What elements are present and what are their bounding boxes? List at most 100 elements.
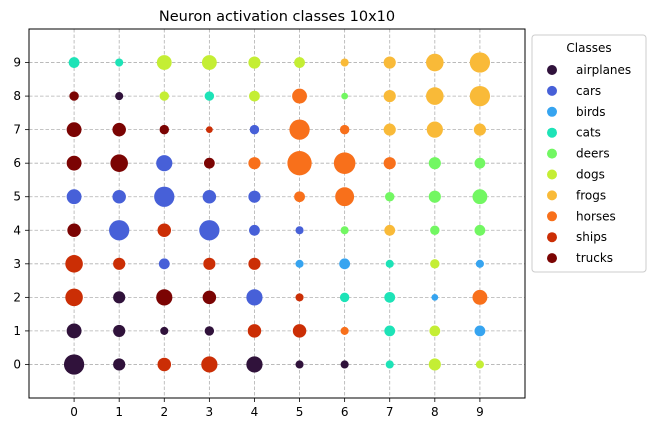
data-point-airplanes <box>66 323 82 339</box>
y-tick-label: 4 <box>13 223 21 237</box>
data-point-trucks <box>66 122 82 138</box>
data-point-horses <box>333 152 356 174</box>
legend: Classes airplanes cars birds cats deers dogs fr… <box>531 34 647 273</box>
data-point-cars <box>112 189 126 204</box>
data-point-dogs <box>428 358 441 371</box>
data-point-deers <box>474 157 486 169</box>
data-point-trucks <box>156 289 173 306</box>
data-point-dogs <box>475 360 484 369</box>
data-point-deers <box>385 192 395 202</box>
data-point-birds <box>431 293 439 301</box>
data-point-cars <box>158 258 170 270</box>
y-tick-label: 0 <box>13 357 21 371</box>
data-point-airplanes <box>160 326 169 335</box>
data-point-cars <box>154 186 175 207</box>
data-point-frogs <box>426 87 444 105</box>
data-point-cars <box>109 220 130 241</box>
data-point-trucks <box>202 290 217 305</box>
y-tick-label: 6 <box>13 156 21 170</box>
chart-title: Neuron activation classes 10x10 <box>159 9 395 25</box>
data-point-ships <box>205 126 213 134</box>
data-point-cats <box>204 91 215 101</box>
y-tick-label: 9 <box>13 56 21 70</box>
grid-lines <box>29 29 525 398</box>
data-point-horses <box>339 124 350 135</box>
data-point-cars <box>156 155 173 172</box>
data-point-ships <box>201 356 218 373</box>
data-point-birds <box>295 259 304 268</box>
legend-label-birds: birds <box>576 105 606 119</box>
x-tick-label: 0 <box>70 405 78 419</box>
data-point-trucks <box>69 91 79 101</box>
data-point-airplanes <box>113 324 126 337</box>
data-point-horses <box>383 157 396 170</box>
data-point-horses <box>248 157 261 170</box>
data-point-ships <box>65 255 83 273</box>
y-tick-label: 3 <box>13 257 21 271</box>
data-point-ships <box>203 257 216 270</box>
data-point-dogs <box>430 259 440 269</box>
y-tick-label: 5 <box>13 190 21 204</box>
data-point-cats <box>384 291 396 303</box>
data-point-horses <box>340 326 349 335</box>
data-point-trucks <box>203 157 215 169</box>
data-point-dogs <box>294 57 305 68</box>
data-point-cars <box>202 189 217 204</box>
legend-marker-dogs <box>547 169 557 180</box>
data-point-frogs <box>426 121 443 138</box>
data-point-ships <box>157 357 172 372</box>
x-tick-label: 6 <box>341 405 349 419</box>
legend-label-dogs: dogs <box>576 168 605 182</box>
data-point-horses <box>472 289 488 305</box>
y-tick-label: 1 <box>13 324 21 338</box>
legend-label-cars: cars <box>576 84 601 98</box>
x-tick-label: 4 <box>251 405 259 419</box>
y-axis-ticks: 0 1 2 3 4 5 6 7 8 9 <box>13 56 29 371</box>
legend-marker-frogs <box>547 190 557 201</box>
data-point-trucks <box>159 124 169 135</box>
legend-label-cats: cats <box>576 126 601 140</box>
data-point-frogs <box>384 224 396 236</box>
plot-frame <box>28 28 526 399</box>
data-point-dogs <box>201 55 217 70</box>
x-tick-label: 9 <box>476 405 484 419</box>
legend-marker-deers <box>547 148 557 159</box>
data-point-horses <box>335 187 355 207</box>
legend-label-deers: deers <box>576 147 610 161</box>
data-point-ships <box>292 324 307 338</box>
x-tick-label: 5 <box>296 405 304 419</box>
legend-marker-ships <box>547 232 557 243</box>
data-point-cars <box>295 226 304 235</box>
data-point-airplanes <box>115 92 124 101</box>
legend-label-frogs: frogs <box>576 188 606 202</box>
x-tick-label: 7 <box>386 405 394 419</box>
data-point-cats <box>68 57 80 68</box>
data-point-airplanes <box>113 291 126 304</box>
data-point-horses <box>287 151 312 176</box>
data-point-airplanes <box>295 360 304 369</box>
legend-marker-horses <box>547 211 557 222</box>
x-tick-label: 1 <box>115 405 123 419</box>
data-point-birds <box>474 325 486 337</box>
data-point-cats <box>385 360 394 369</box>
legend-marker-birds <box>547 106 557 117</box>
data-point-frogs <box>426 53 444 72</box>
data-point-ships <box>248 257 261 270</box>
x-tick-label: 8 <box>431 405 439 419</box>
data-point-birds <box>475 259 484 268</box>
data-point-frogs <box>383 123 396 136</box>
legend-marker-airplanes <box>547 65 557 75</box>
data-point-trucks <box>112 122 126 137</box>
data-point-airplanes <box>63 354 85 375</box>
data-point-dogs <box>156 55 172 70</box>
data-point-ships <box>113 257 126 270</box>
data-point-cars <box>248 190 261 203</box>
data-point-cars <box>199 220 220 241</box>
legend-marker-trucks <box>547 253 557 264</box>
data-point-cats <box>115 58 124 67</box>
data-point-deers <box>428 190 441 203</box>
data-point-trucks <box>66 155 82 171</box>
legend-label-ships: ships <box>576 230 607 244</box>
x-tick-label: 3 <box>206 405 214 419</box>
